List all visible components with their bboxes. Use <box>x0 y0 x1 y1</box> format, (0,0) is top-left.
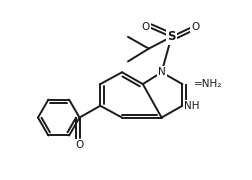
Text: S: S <box>167 30 176 43</box>
Text: N: N <box>158 67 166 77</box>
Text: O: O <box>75 140 84 150</box>
Text: =NH₂: =NH₂ <box>194 79 223 89</box>
Text: O: O <box>142 22 150 32</box>
Text: O: O <box>191 22 199 32</box>
Text: NH: NH <box>184 101 200 111</box>
